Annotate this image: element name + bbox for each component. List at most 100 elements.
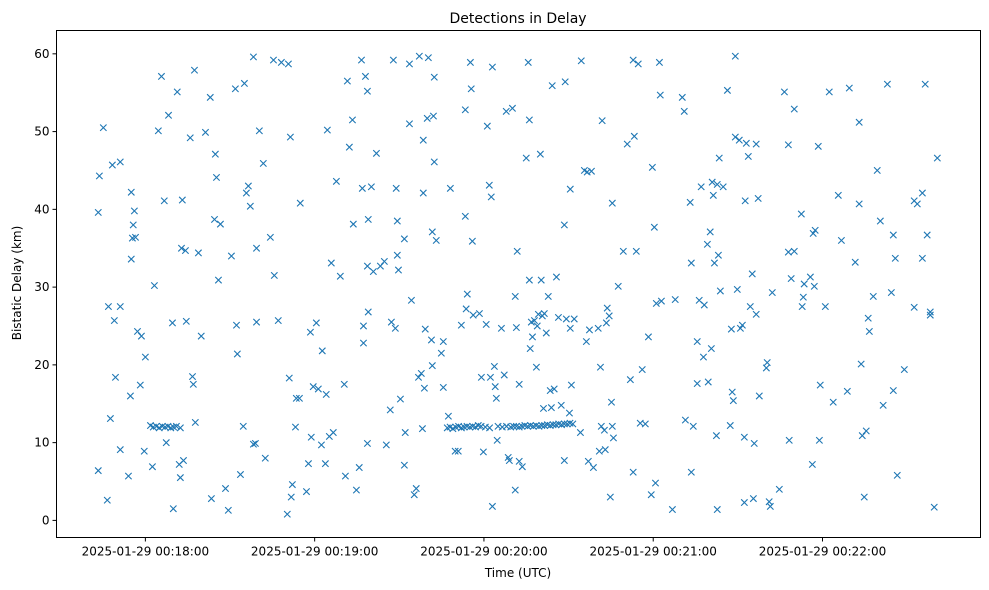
data-point (349, 220, 357, 228)
data-point (432, 236, 440, 245)
data-point (277, 58, 285, 66)
data-point (252, 318, 261, 326)
data-point (461, 212, 469, 220)
data-point (469, 311, 477, 319)
data-point (629, 468, 637, 476)
data-point (393, 251, 401, 259)
data-point (704, 378, 712, 386)
data-point (641, 420, 649, 428)
data-point (525, 116, 533, 124)
data-point (597, 422, 605, 430)
y-axis-ticks: 0 10 20 30 40 50 60 (34, 47, 57, 527)
data-point (585, 326, 594, 334)
data-point (176, 474, 184, 482)
data-point (428, 362, 436, 370)
data-point (486, 373, 495, 381)
data-point (224, 506, 232, 514)
data-point (799, 293, 807, 301)
data-point (910, 303, 918, 311)
data-point (570, 315, 578, 323)
data-point (116, 158, 124, 166)
y-tick-label: 40 (34, 202, 49, 216)
data-point (797, 210, 805, 218)
data-point (926, 308, 934, 316)
data-point (648, 163, 656, 171)
data-point (834, 191, 842, 199)
data-point (533, 322, 541, 330)
data-point (569, 420, 577, 428)
y-tick-label: 20 (34, 358, 49, 372)
data-point (157, 72, 166, 80)
data-point (736, 324, 744, 332)
data-point (918, 254, 926, 262)
data-point (246, 202, 254, 210)
data-point (532, 363, 541, 371)
data-point (809, 229, 817, 238)
data-point (806, 273, 814, 281)
data-point (681, 416, 689, 424)
data-point (400, 461, 408, 469)
data-point (565, 409, 574, 417)
data-point (428, 228, 436, 236)
data-point (787, 274, 795, 283)
data-point (284, 60, 293, 68)
data-point (634, 60, 642, 68)
data-point (329, 428, 337, 437)
data-point (396, 395, 405, 403)
data-point (862, 427, 870, 435)
data-point (401, 428, 409, 437)
data-point (509, 422, 518, 430)
data-point (741, 197, 749, 205)
data-point (800, 280, 808, 288)
plot-area-frame (56, 30, 981, 538)
data-point (288, 481, 296, 489)
data-point (407, 296, 416, 304)
data-point (176, 424, 184, 432)
data-point (249, 440, 258, 448)
data-point (168, 319, 177, 327)
data-point (508, 104, 517, 112)
y-tick-label: 30 (34, 280, 49, 294)
data-point (111, 373, 120, 381)
data-point (488, 502, 496, 510)
data-point (549, 421, 557, 429)
data-point (357, 56, 366, 64)
data-point (172, 422, 180, 430)
data-point (710, 259, 719, 267)
data-point (893, 471, 901, 479)
data-point (211, 150, 219, 158)
data-point (765, 498, 773, 506)
data-point (419, 189, 427, 197)
x-tick-label: 2025-01-29 00:22:00 (759, 545, 886, 559)
data-point (485, 424, 494, 432)
data-point (594, 324, 602, 332)
y-tick-label: 60 (34, 47, 49, 61)
data-point (427, 336, 436, 344)
data-point (530, 316, 539, 325)
data-point (497, 324, 506, 332)
data-point (309, 383, 317, 391)
data-point (607, 398, 616, 406)
data-point (137, 332, 146, 340)
data-point (190, 66, 199, 74)
data-point (392, 184, 400, 192)
data-point (626, 376, 634, 384)
data-point (255, 127, 263, 135)
data-point (240, 79, 248, 87)
data-point (457, 321, 465, 329)
data-point (522, 154, 530, 162)
data-point (233, 350, 241, 358)
data-point (179, 456, 188, 465)
data-point (463, 290, 471, 298)
data-point (524, 58, 532, 66)
data-point (784, 141, 792, 149)
x-tick-label: 2025-01-29 00:19:00 (251, 545, 378, 559)
data-point (544, 292, 552, 301)
data-point (542, 329, 550, 337)
data-point (361, 72, 370, 80)
data-point (160, 197, 168, 205)
data-point (491, 383, 499, 391)
data-point (706, 228, 714, 236)
data-point (855, 200, 863, 208)
